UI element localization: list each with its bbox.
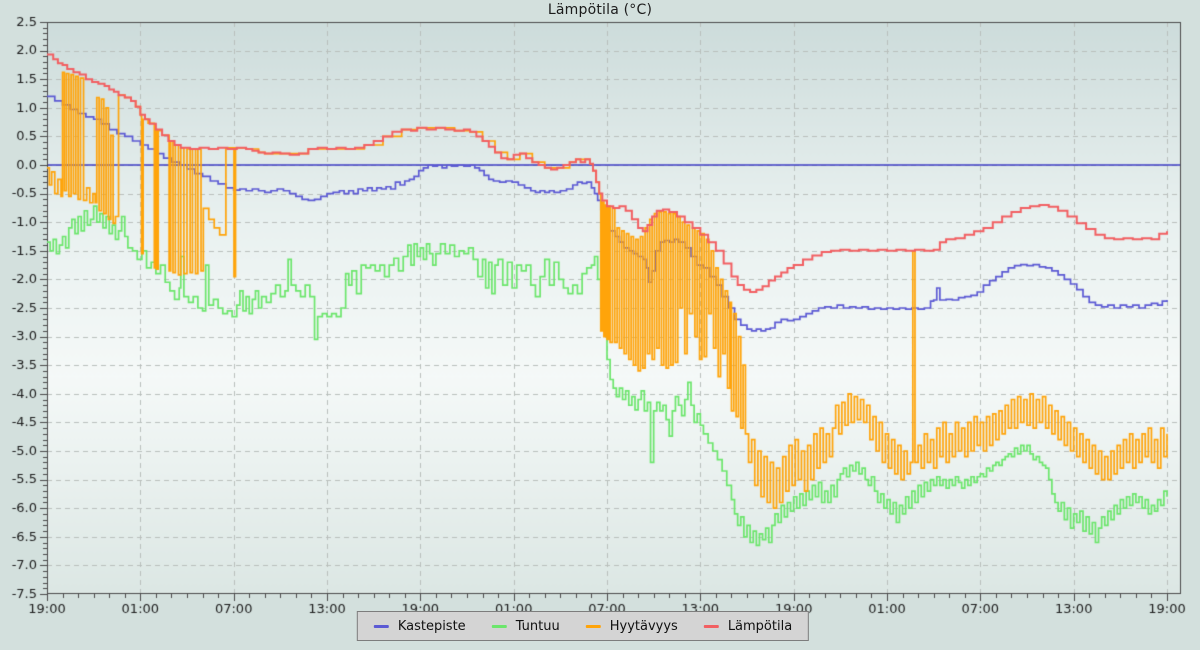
legend-label-tuntuu: Tuntuu [515, 618, 560, 634]
legend-item-tuntuu: Tuntuu [491, 618, 560, 634]
hyytavyys-line-swatch [585, 624, 601, 628]
legend-label-hyytavyys: Hyytävyys [609, 618, 678, 634]
legend-label-kastepiste: Kastepiste [397, 618, 466, 634]
tuntuu-line-swatch [491, 624, 507, 628]
kastepiste-line-swatch [373, 624, 389, 628]
legend-label-lampotila: Lämpötila [727, 618, 793, 634]
legend-item-lampotila: Lämpötila [703, 618, 793, 634]
legend-item-kastepiste: Kastepiste [373, 618, 466, 634]
chart-title: Lämpötila (°C) [547, 2, 653, 18]
chart-legend: Kastepiste Tuntuu Hyytävyys Lämpötila [356, 611, 810, 641]
legend-item-hyytavyys: Hyytävyys [585, 618, 678, 634]
lampotila-line-swatch [703, 624, 719, 628]
